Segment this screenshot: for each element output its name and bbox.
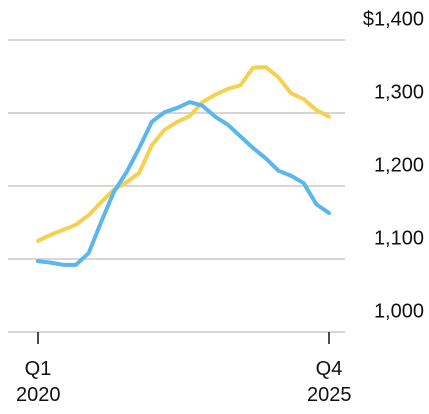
y-tick-label: 1,300 [374, 81, 424, 103]
x-tick-label: Q1 2020 [16, 358, 61, 406]
y-tick-label: $1,400 [363, 8, 424, 30]
y-tick-label: 1,000 [374, 300, 424, 322]
x-tick-label: Q4 2025 [307, 358, 352, 406]
line [36, 65, 331, 243]
line [36, 100, 331, 267]
y-tick-label: 1,100 [374, 227, 424, 249]
y-tick-label: 1,200 [374, 154, 424, 176]
